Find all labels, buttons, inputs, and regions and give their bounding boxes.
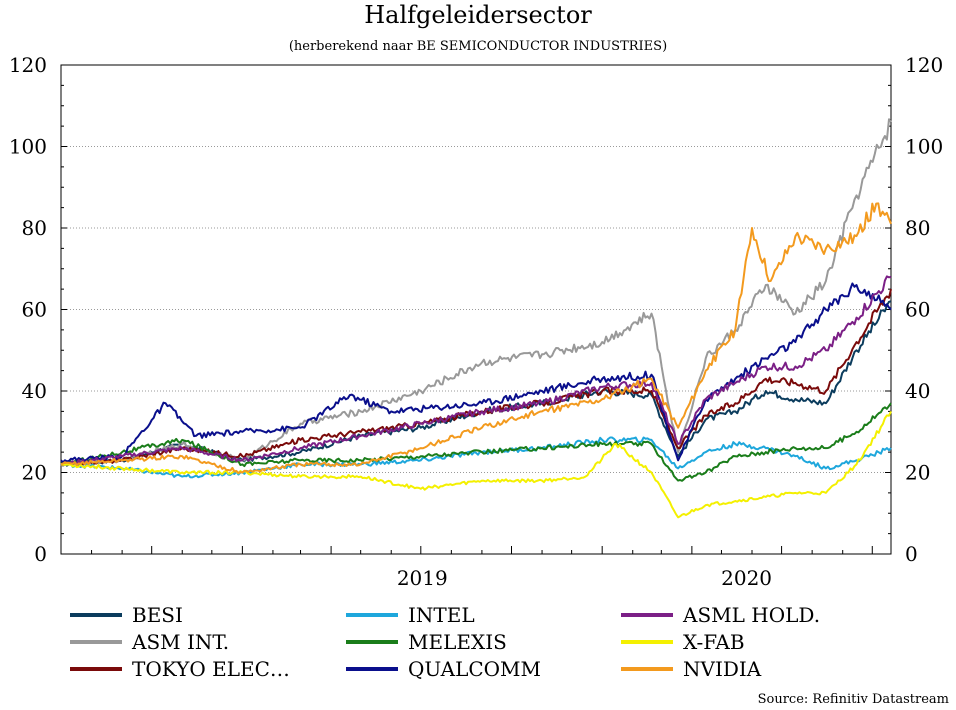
y-tick-label-left: 120 [9,53,47,77]
legend-nvidia-label: NVIDIA [683,657,762,681]
legend-qualcomm-label: QUALCOMM [408,657,541,681]
series-line-melexis [60,402,892,482]
y-tick-label-right: 20 [905,461,930,485]
series-line-asml-hold [60,275,892,467]
y-tick-label-right: 80 [905,216,930,240]
chart-title: Halfgeleidersector [364,1,592,29]
legend-tokyo-elec-label: TOKYO ELEC… [132,657,290,681]
legend-x-fab-label: X-FAB [683,630,745,654]
legend: BESI INTEL ASML HOLD. ASM INT. MELEXIS X-FAB T… [70,603,820,681]
legend-intel-label: INTEL [408,603,475,627]
x-year-label: 2019 [397,566,448,590]
y-tick-label-left: 100 [9,135,47,159]
legend-melexis-label: MELEXIS [408,630,507,654]
y-tick-label-left: 0 [34,542,47,566]
series-line-qualcomm [60,282,892,464]
y-tick-label-right: 0 [905,542,918,566]
y-tick-label-right: 60 [905,298,930,322]
series-line-intel [60,436,892,479]
legend-asml-hold-label: ASML HOLD. [682,603,820,627]
y-tick-label-left: 40 [22,379,47,403]
chart-subtitle: (herberekend naar BE SEMICONDUCTOR INDUS… [289,39,667,54]
series-line-tokyo-elec [60,288,892,466]
y-tick-label-right: 40 [905,379,930,403]
x-year-label: 2020 [721,566,772,590]
y-tick-label-left: 60 [22,298,47,322]
legend-asm-int-label: ASM INT. [131,630,229,654]
series-line-x-fab [60,410,892,519]
gridlines [61,146,891,473]
y-tick-label-right: 100 [905,135,943,159]
legend-besi-label: BESI [132,603,183,627]
y-tick-label-left: 20 [22,461,47,485]
y-tick-label-left: 80 [22,216,47,240]
y-tick-label-right: 120 [905,53,943,77]
series-line-nvidia [60,202,892,474]
series-lines [60,118,892,519]
source-note: Source: Refinitiv Datastream [758,692,949,707]
